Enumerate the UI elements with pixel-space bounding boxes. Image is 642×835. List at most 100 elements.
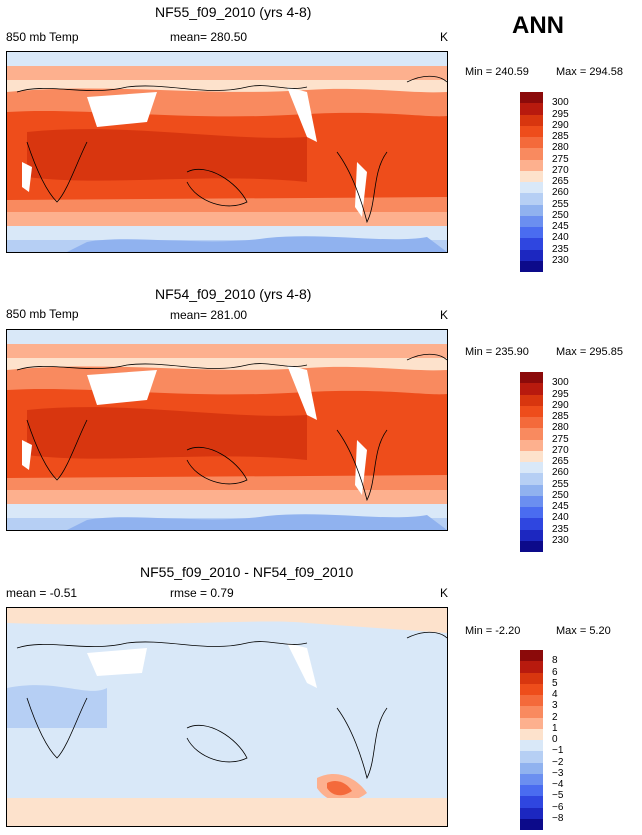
colorbar-swatch [520, 751, 543, 763]
colorbar-label: 290 [552, 399, 569, 411]
colorbar-swatch [520, 762, 543, 774]
colorbar-label: −1 [552, 745, 564, 757]
missing-tibet [87, 648, 147, 676]
missing-tibet [87, 370, 157, 405]
panel1-max-label: Max = 294.58 [556, 66, 623, 78]
antarctic-cold [67, 236, 447, 252]
colorbar-swatch [520, 650, 543, 662]
colorbar-label: 230 [552, 534, 569, 546]
colorbar-label: 295 [552, 108, 569, 120]
colorbar-swatch [520, 372, 543, 384]
colorbar-label: 240 [552, 232, 569, 244]
colorbar-label: 5 [552, 677, 558, 689]
colorbar-swatch [520, 507, 543, 519]
colorbar-swatch [520, 473, 543, 485]
colorbar-label: 6 [552, 666, 558, 678]
band-polar-north [7, 52, 447, 66]
colorbar-swatch [520, 785, 543, 797]
panel2-map [6, 329, 448, 531]
colorbar-swatch [520, 717, 543, 729]
colorbar-label: 2 [552, 711, 558, 723]
colorbar-label: 245 [552, 221, 569, 232]
colorbar-label: −4 [552, 779, 564, 790]
colorbar-swatch [520, 740, 543, 752]
colorbar-swatch [520, 417, 543, 429]
colorbar-swatch [520, 807, 543, 819]
colorbar-swatch [520, 114, 543, 126]
colorbar-swatch [520, 394, 543, 406]
colorbar-swatch [520, 672, 543, 684]
panel3-rmse-label: rmse = 0.79 [170, 586, 234, 600]
season-label: ANN [512, 12, 564, 39]
band-core [27, 129, 307, 182]
colorbar-label: 285 [552, 411, 569, 422]
missing-andes [355, 162, 367, 217]
colorbar-swatch [520, 148, 543, 160]
panel2-variable-label: 850 mb Temp [6, 307, 79, 321]
colorbar-swatch [520, 260, 543, 272]
colorbar-swatch [520, 796, 543, 808]
band-south-cool [7, 504, 447, 518]
colorbar-label: 280 [552, 422, 569, 434]
colorbar-label: 245 [552, 501, 569, 512]
panel2-colorbar: 300 295 290 285 280 275 270 265 260 255 250 245 240 2… [520, 372, 569, 552]
colorbar-swatch [520, 137, 543, 149]
panel3-min-label: Min = -2.20 [465, 625, 521, 637]
colorbar-swatch [520, 92, 543, 104]
colorbar-label: −2 [552, 756, 564, 768]
band-north-mid [7, 344, 447, 358]
panel1-min-label: Min = 240.59 [465, 66, 529, 78]
colorbar-swatch [520, 170, 543, 182]
colorbar-swatch [520, 215, 543, 227]
panel2-min-label: Min = 235.90 [465, 346, 529, 358]
coastlines [16, 631, 447, 780]
colorbar-label: 255 [552, 198, 569, 210]
colorbar-swatch [520, 540, 543, 552]
panel2-mean-label: mean= 281.00 [170, 308, 248, 322]
colorbar-swatch [520, 159, 543, 171]
colorbar-label: 8 [552, 655, 558, 667]
colorbar-label: 3 [552, 700, 558, 712]
tropical-cool [7, 685, 107, 728]
andes-hot [327, 780, 352, 796]
colorbar-label: 260 [552, 187, 569, 199]
colorbar-label: 235 [552, 523, 569, 535]
colorbar-label: 285 [552, 131, 569, 142]
colorbar-swatch [520, 529, 543, 541]
colorbar-swatch [520, 661, 543, 673]
colorbar-swatch [520, 103, 543, 115]
coastlines [16, 75, 447, 224]
colorbar-label: 4 [552, 689, 558, 700]
colorbar-swatch [520, 125, 543, 137]
colorbar-label: 280 [552, 142, 569, 154]
colorbar-label: −6 [552, 801, 564, 813]
colorbar-label: 300 [552, 97, 569, 109]
colorbar-swatch [520, 695, 543, 707]
colorbar-swatch [520, 249, 543, 261]
colorbar-label: 240 [552, 512, 569, 524]
band-south-mid [7, 212, 447, 226]
colorbar-label: 260 [552, 467, 569, 479]
missing-andes [355, 440, 367, 495]
panel3-mean-label: mean = -0.51 [6, 586, 78, 600]
colorbar-swatch [520, 450, 543, 462]
colorbar-label: 270 [552, 164, 569, 176]
missing-rockies [287, 643, 317, 688]
missing-tibet [87, 92, 157, 127]
band-south-cool [7, 226, 447, 240]
antarctic-cold [67, 514, 447, 530]
panel3-colorbar: 8 6 5 4 3 2 1 0 −1 −2 −3 −4 −5 −6 −8 [520, 650, 563, 830]
colorbar-label: 275 [552, 433, 569, 445]
band-polar-north [7, 330, 447, 344]
colorbar-label: 295 [552, 388, 569, 400]
band-north-mid [7, 66, 447, 80]
colorbar-swatch [520, 773, 543, 785]
panel2-title: NF54_f09_2010 (yrs 4-8) [155, 286, 312, 302]
colorbar-swatch [520, 462, 543, 474]
panel2-units: K [440, 308, 449, 322]
colorbar-label: 230 [552, 254, 569, 266]
colorbar-swatch [520, 428, 543, 440]
missing-africa [22, 162, 32, 192]
colorbar-swatch [520, 204, 543, 216]
colorbar-swatch [520, 439, 543, 451]
